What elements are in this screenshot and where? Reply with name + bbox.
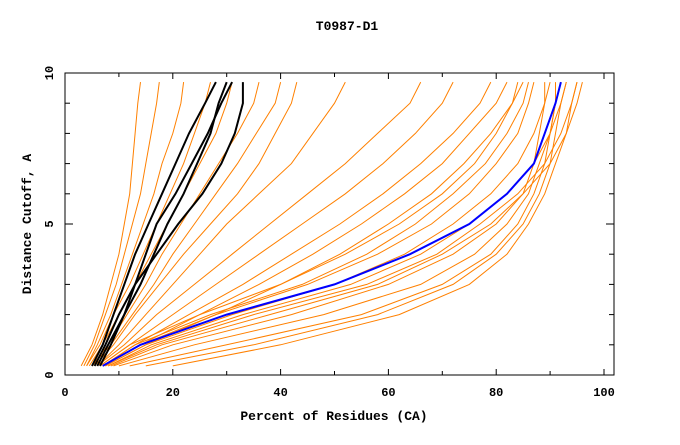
x-tick-label: 0	[61, 386, 68, 400]
model-curve	[129, 81, 562, 367]
x-tick-label: 80	[489, 386, 503, 400]
model-curve	[102, 81, 535, 367]
best-model-curve	[102, 81, 562, 367]
highlight-curve	[93, 81, 233, 367]
model-curve	[80, 82, 141, 367]
model-curve	[86, 82, 185, 367]
x-tick-label: 100	[593, 386, 615, 400]
model-curve	[145, 81, 567, 367]
model-curve	[91, 81, 282, 367]
model-curve	[172, 81, 578, 367]
model-curve	[102, 81, 492, 367]
x-tick-label: 60	[381, 386, 395, 400]
y-axis-label: Distance Cutoff, A	[20, 154, 35, 295]
chart-title: T0987-D1	[316, 19, 379, 34]
model-curve	[102, 81, 529, 367]
y-tick-label: 0	[43, 371, 57, 378]
model-curve	[96, 81, 422, 367]
x-tick-label: 40	[273, 386, 287, 400]
model-curve	[107, 81, 578, 367]
x-axis-label: Percent of Residues (CA)	[240, 409, 427, 424]
y-tick-label: 5	[43, 220, 57, 227]
model-curve	[94, 81, 298, 367]
axis-ticks	[64, 72, 614, 376]
model-curve	[105, 81, 524, 367]
tick-labels: 0 20 40 60 80 100 0 5 10	[43, 66, 615, 400]
model-curve	[113, 82, 546, 367]
model-curve	[102, 81, 508, 367]
x-tick-label: 20	[166, 386, 180, 400]
model-curve	[99, 81, 519, 367]
model-curve	[83, 82, 160, 367]
model-curve	[99, 81, 454, 367]
highlight-curve	[99, 82, 244, 367]
y-tick-label: 10	[43, 66, 57, 80]
model-curve	[110, 81, 583, 367]
model-curve	[105, 81, 551, 367]
highlight-curve	[91, 81, 217, 367]
series-lines	[80, 81, 583, 367]
model-curve	[96, 81, 346, 367]
